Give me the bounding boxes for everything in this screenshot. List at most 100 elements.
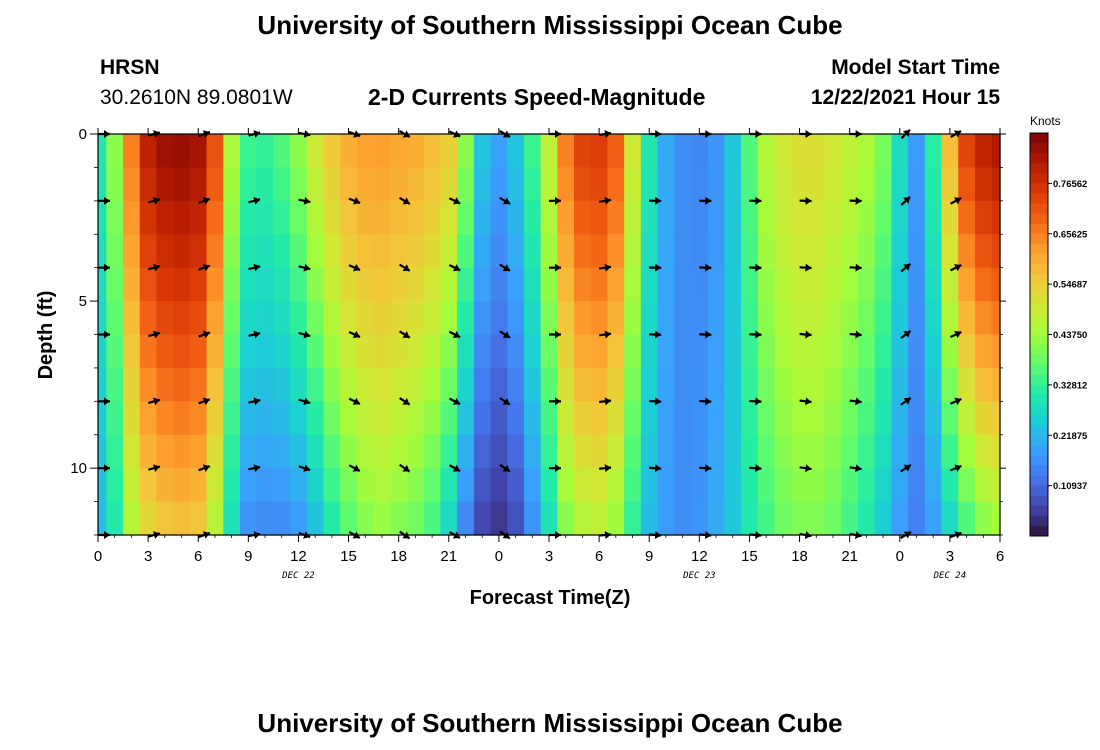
heatmap-cell [173, 468, 191, 503]
heatmap-cell [774, 234, 792, 269]
heatmap-cell [807, 134, 826, 169]
arrow-head [104, 330, 110, 339]
heatmap-cell [674, 234, 692, 269]
arrow-head [555, 330, 561, 339]
heatmap-cell [189, 200, 208, 235]
heatmap-cell [908, 468, 926, 503]
heatmap-cell [423, 134, 442, 169]
heatmap-cell [974, 200, 993, 235]
heatmap-cell [440, 334, 458, 369]
heatmap-cell [507, 167, 525, 202]
arrow-head [253, 464, 261, 473]
heatmap-cell [974, 234, 993, 269]
heatmap-cell [256, 334, 274, 369]
arrow-head [805, 330, 812, 339]
heatmap-cell [290, 501, 308, 536]
heatmap-cell [791, 334, 809, 369]
heatmap-cell [323, 334, 341, 369]
arrow-head [954, 330, 962, 339]
heatmap-cell [858, 301, 876, 336]
arrow-head [855, 196, 862, 205]
heatmap-cell [239, 267, 258, 302]
heatmap-cell [741, 167, 759, 202]
heatmap-cell [273, 334, 291, 369]
heatmap-cell [640, 301, 659, 336]
heatmap-cell [941, 167, 959, 202]
colorbar-label: 0.54687 [1053, 280, 1087, 291]
current-arrow [749, 464, 762, 473]
heatmap-cell [590, 468, 609, 503]
heatmap-cell [958, 301, 976, 336]
arrow-head [353, 197, 361, 205]
current-arrow [399, 397, 411, 406]
heatmap-cell [123, 167, 141, 202]
heatmap-cell [841, 234, 859, 269]
arrow-head [402, 197, 410, 205]
heatmap-cell [640, 434, 659, 469]
heatmap-cell [958, 367, 976, 402]
date-label: DEC 22 [281, 571, 315, 581]
heatmap-cell [707, 501, 725, 536]
heatmap-cell [239, 468, 258, 503]
heatmap-cell [874, 434, 893, 469]
current-arrow [549, 263, 561, 272]
heatmap-cell [523, 468, 542, 503]
heatmap-cell [206, 501, 224, 536]
heatmap-cell [807, 367, 826, 402]
heatmap-cell [223, 468, 241, 503]
heatmap-cell [507, 434, 525, 469]
colorbar-segment [1030, 243, 1048, 255]
heatmap-cell [189, 367, 208, 402]
heatmap-cell [607, 200, 625, 235]
heatmap-cell [974, 134, 993, 169]
arrow-head [804, 464, 812, 473]
colorbar-segment [1030, 163, 1048, 174]
colorbar-segment [1030, 284, 1048, 295]
heatmap-cell [323, 367, 341, 402]
heatmap-cell [757, 434, 776, 469]
heatmap-cell [106, 234, 124, 269]
heatmap-cell [507, 401, 525, 436]
colorbar-segment [1030, 364, 1048, 376]
heatmap-cell [523, 200, 542, 235]
heatmap-cell [891, 468, 909, 503]
heatmap-cell [407, 200, 425, 235]
heatmap-cell [290, 401, 308, 436]
heatmap-cell [340, 367, 358, 402]
heatmap-cell [557, 468, 575, 503]
arrow-head [954, 464, 962, 472]
heatmap-cell [908, 367, 926, 402]
heatmap-cell [206, 234, 224, 269]
heatmap-cell [473, 301, 492, 336]
heatmap-cell [407, 401, 425, 436]
heatmap-cell [674, 301, 692, 336]
heatmap-cell [206, 167, 224, 202]
colorbar-segment [1030, 133, 1048, 144]
heatmap-cell [440, 401, 458, 436]
current-arrow [98, 397, 110, 406]
colorbar-label: 0.32812 [1053, 380, 1087, 391]
current-arrow [98, 263, 110, 272]
heatmap-cell [223, 267, 241, 302]
heatmap-cell [941, 200, 959, 235]
heatmap-cell [540, 334, 558, 369]
heatmap-cell [724, 468, 742, 503]
heatmap-cell [908, 501, 926, 536]
heatmap-cell [891, 167, 909, 202]
current-arrow [849, 464, 862, 473]
current-arrow [198, 397, 211, 406]
heatmap-cell [741, 468, 759, 503]
heatmap-cell [690, 200, 709, 235]
heatmap-cell [557, 200, 575, 235]
current-arrow [499, 463, 511, 473]
x-tick-label: 15 [340, 548, 357, 565]
heatmap-cell [290, 134, 308, 169]
arrow-head [604, 464, 612, 473]
colorbar-segment [1030, 394, 1048, 406]
heatmap-cell [540, 501, 558, 536]
heatmap-cell [457, 301, 475, 336]
current-arrow [549, 196, 561, 205]
arrow-head [805, 196, 812, 205]
heatmap-cell [574, 234, 592, 269]
heatmap-cell [490, 468, 508, 503]
